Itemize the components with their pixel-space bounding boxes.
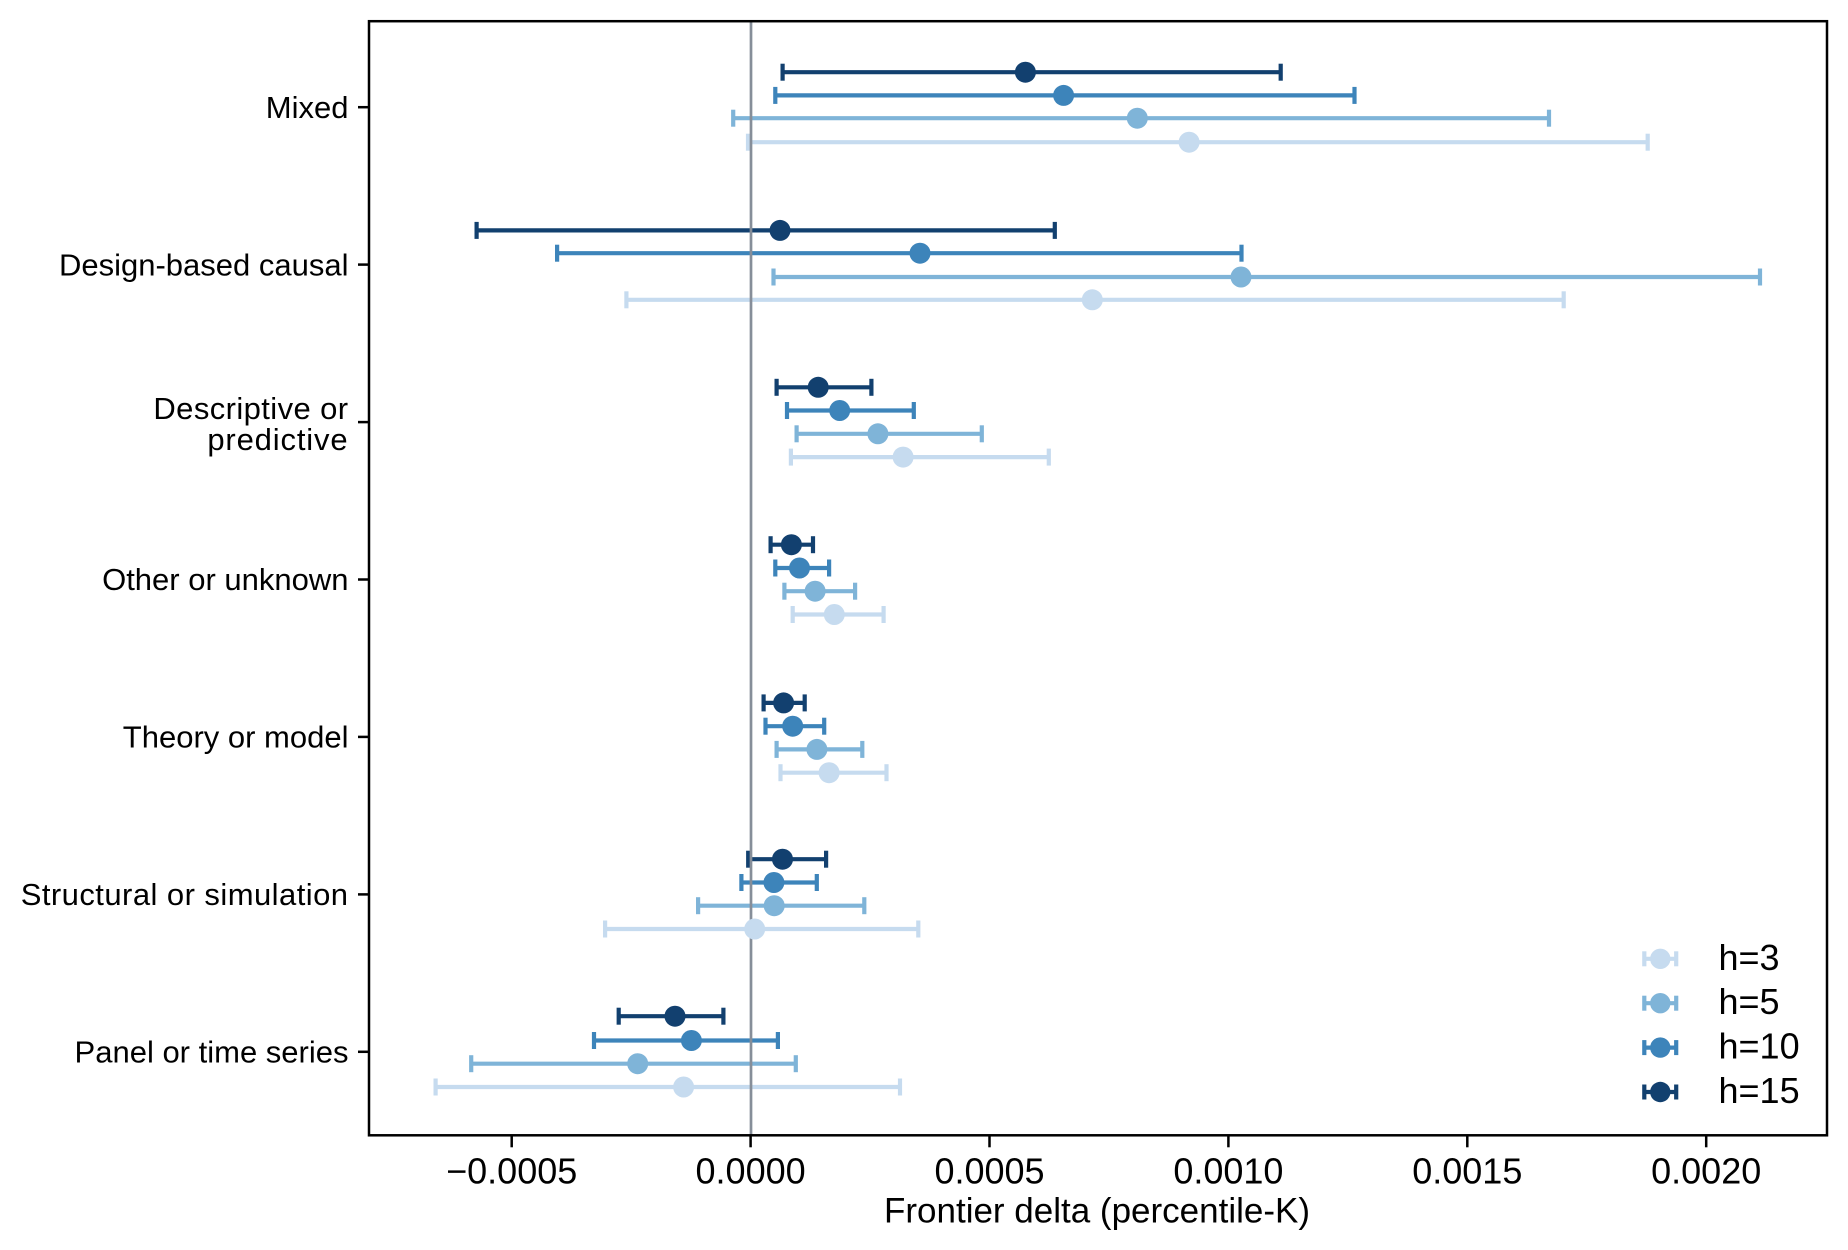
- svg-text:Descriptive or: Descriptive or: [153, 391, 348, 426]
- svg-text:predictive: predictive: [207, 422, 348, 457]
- svg-text:Theory or model: Theory or model: [123, 720, 349, 755]
- svg-text:0.0020: 0.0020: [1651, 1151, 1761, 1192]
- svg-text:h=3: h=3: [1719, 937, 1780, 978]
- svg-text:Frontier delta (percentile-K): Frontier delta (percentile-K): [884, 1192, 1310, 1231]
- svg-text:Panel or time series: Panel or time series: [75, 1035, 349, 1070]
- svg-text:h=10: h=10: [1719, 1026, 1800, 1067]
- svg-text:h=15: h=15: [1719, 1070, 1800, 1111]
- svg-text:h=5: h=5: [1719, 981, 1780, 1022]
- svg-text:Design-based causal: Design-based causal: [59, 247, 349, 282]
- svg-text:0.0000: 0.0000: [696, 1151, 806, 1192]
- svg-text:Mixed: Mixed: [266, 90, 349, 125]
- svg-text:0.0005: 0.0005: [934, 1151, 1044, 1192]
- svg-text:0.0010: 0.0010: [1173, 1151, 1283, 1192]
- svg-text:−0.0005: −0.0005: [446, 1151, 577, 1192]
- svg-text:0.0015: 0.0015: [1412, 1151, 1522, 1192]
- svg-text:Structural or simulation: Structural or simulation: [21, 877, 349, 912]
- svg-text:Other or unknown: Other or unknown: [102, 562, 348, 597]
